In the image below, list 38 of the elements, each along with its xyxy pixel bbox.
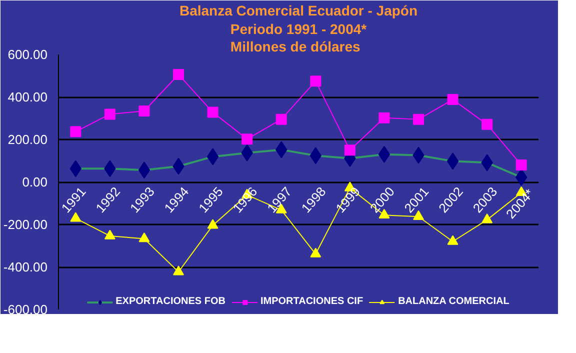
legend-label: BALANZA COMERCIAL: [398, 296, 510, 307]
y-tick-label: 400.00: [8, 90, 48, 104]
point: [70, 212, 82, 222]
point: [70, 126, 82, 138]
point: [104, 230, 116, 240]
chart-subtitle: Periodo 1991 - 2004* Millones de dólares: [230, 20, 368, 54]
point: [446, 152, 459, 170]
point: [242, 134, 253, 145]
legend-label: IMPORTACIONES CIF: [260, 296, 364, 307]
point: [413, 114, 424, 125]
point: [378, 112, 390, 124]
y-tick-label: 0.00: [22, 174, 48, 190]
point: [482, 118, 493, 130]
point: [206, 148, 219, 166]
chart-title: Balanza Comercial Ecuador - Japón: [179, 2, 418, 18]
y-tick-label: 600.00: [8, 47, 48, 62]
point: [516, 160, 527, 170]
y-tick-label: -400.00: [3, 260, 48, 274]
y-tick-label: -200.00: [3, 217, 48, 232]
point: [447, 94, 458, 106]
y-tick-label: -600.00: [3, 302, 48, 317]
point: [138, 106, 150, 117]
y-tick-label: 200.00: [8, 132, 48, 147]
point: [138, 162, 150, 179]
point: [104, 108, 116, 120]
point: [447, 235, 458, 245]
point: [207, 106, 218, 118]
point: [173, 68, 184, 80]
point: [207, 219, 218, 229]
point: [173, 266, 184, 276]
point: [310, 248, 322, 258]
point: [276, 114, 287, 125]
point: [378, 146, 390, 163]
point: [138, 232, 150, 242]
point: [344, 144, 356, 156]
point: [482, 214, 493, 224]
point: [310, 76, 322, 87]
legend-label: EXPORTACIONES FOB: [116, 296, 226, 307]
